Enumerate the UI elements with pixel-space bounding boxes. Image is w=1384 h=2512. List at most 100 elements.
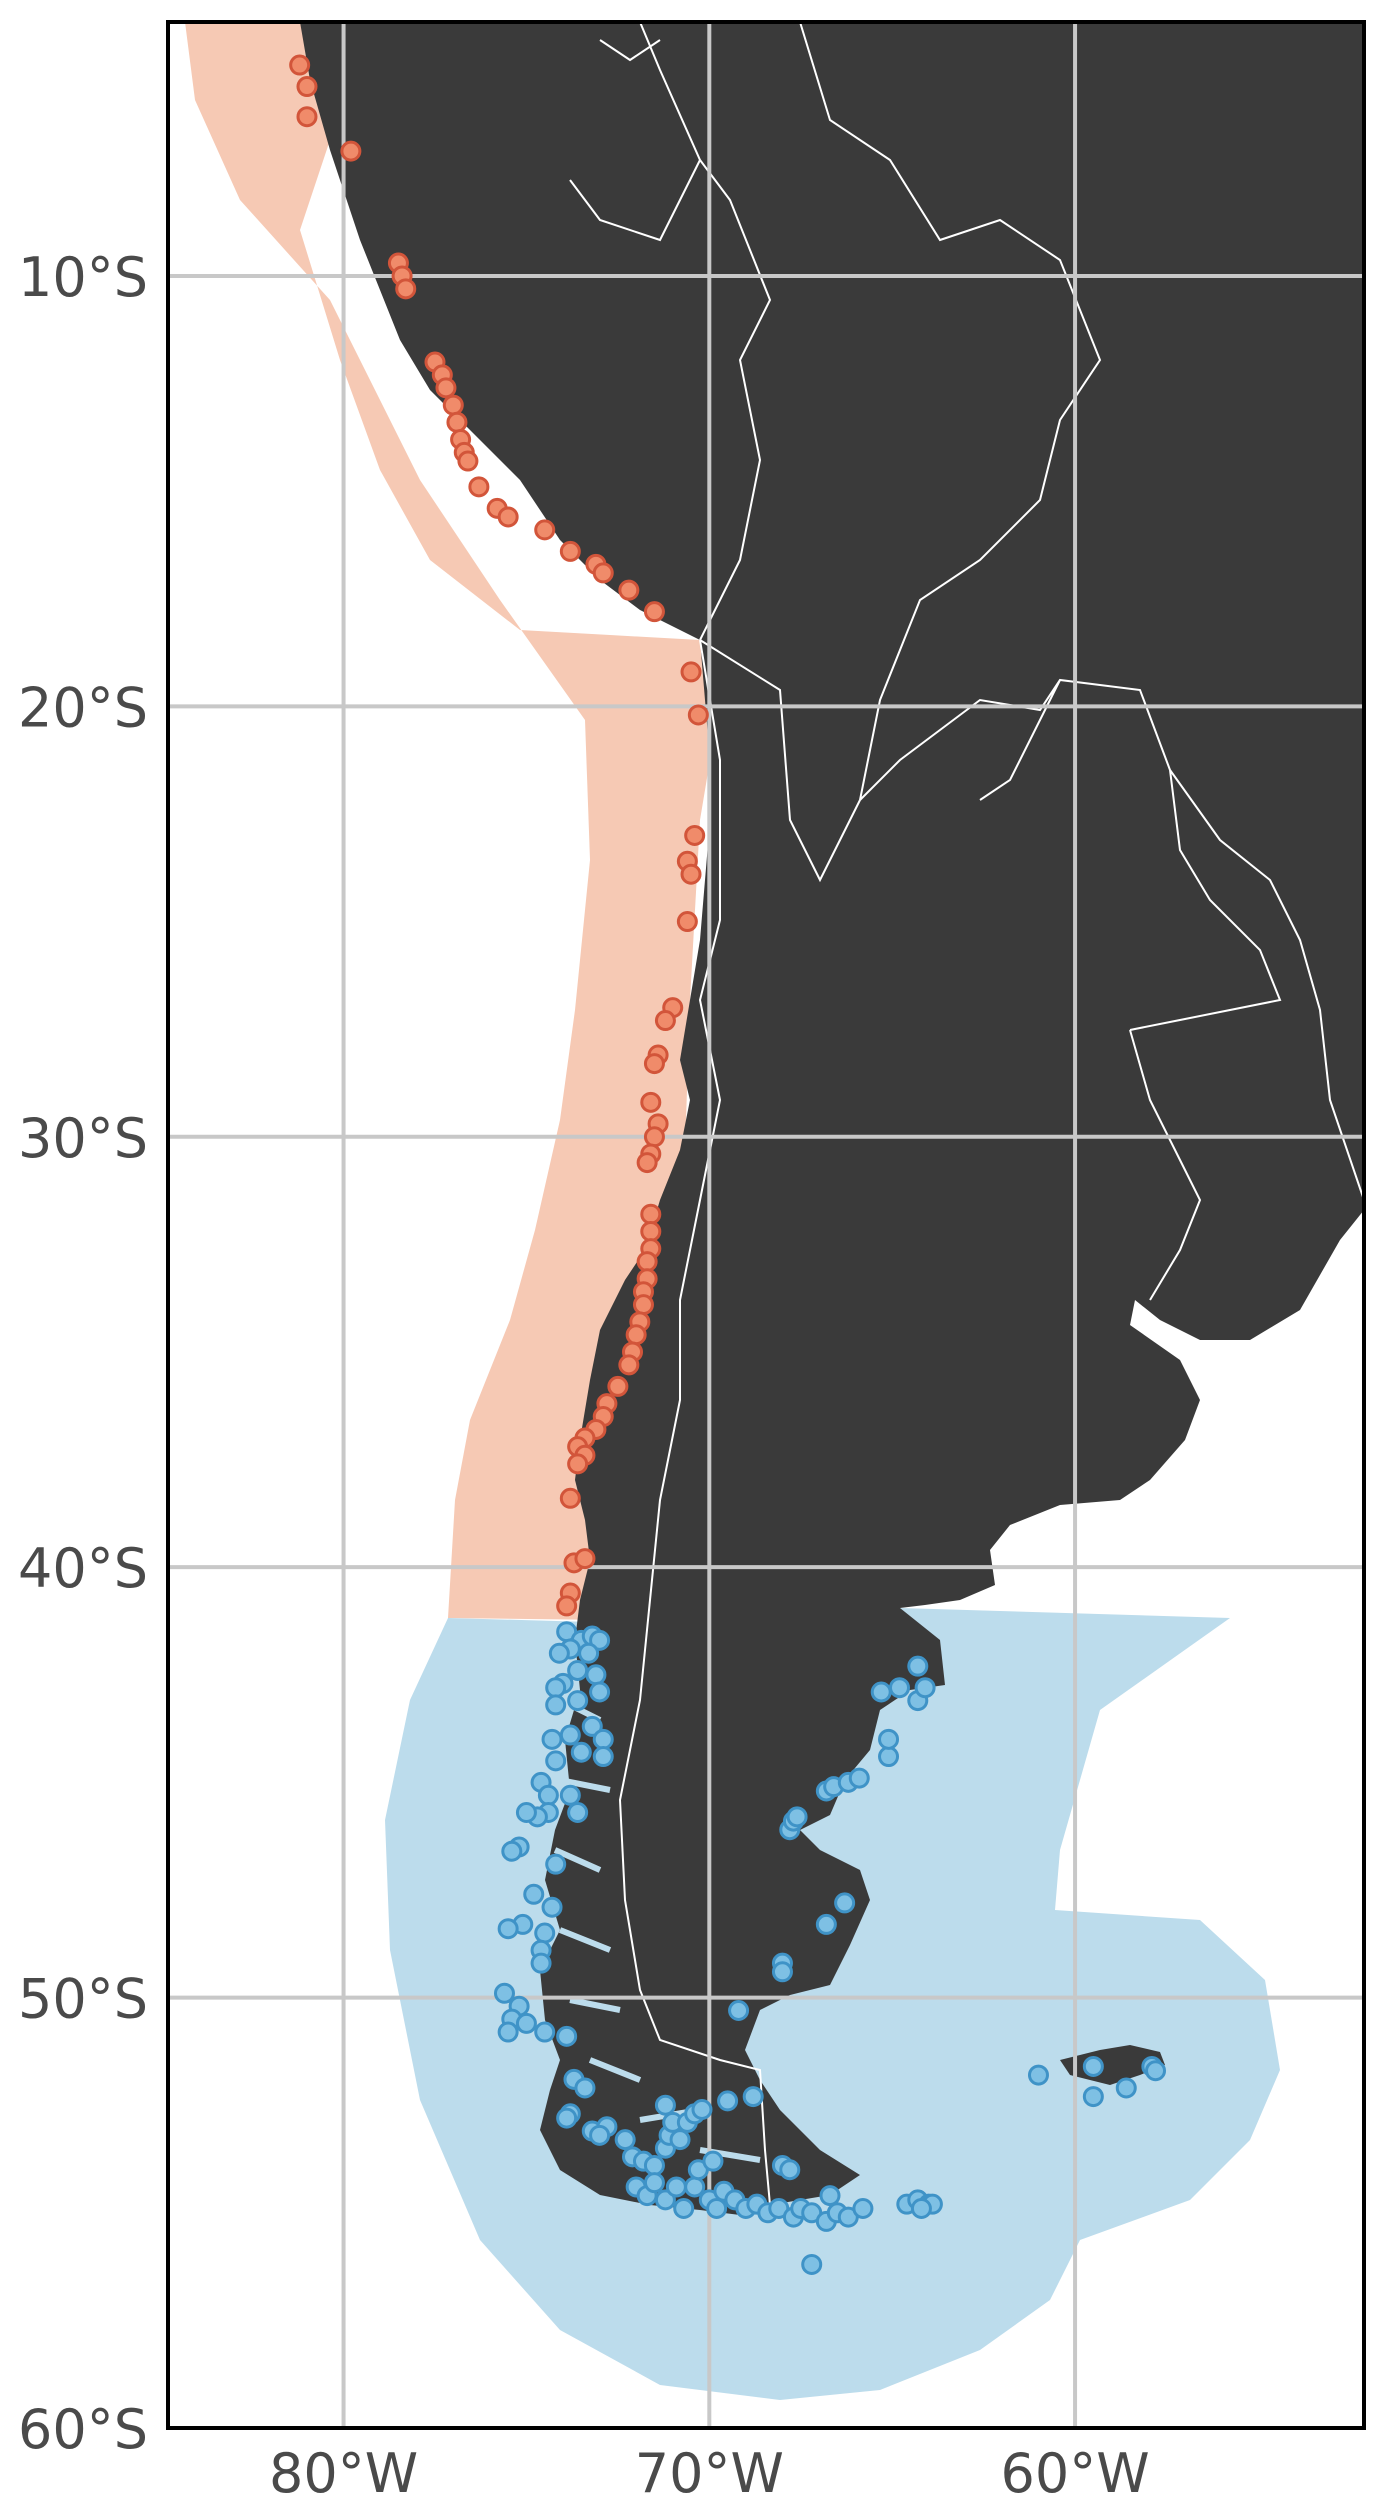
- north-site-point-22: [618, 579, 640, 601]
- x-tick-label-2: 60°W: [1001, 2442, 1150, 2505]
- x-tick-label-0: 80°W: [269, 2442, 418, 2505]
- country-borders: [569, 22, 1364, 2206]
- south-site-point-17: [592, 1728, 614, 1750]
- south-site-point-23: [559, 1784, 581, 1806]
- south-site-point-68: [643, 2172, 665, 2194]
- north-site-point-60: [574, 1548, 596, 1570]
- north-site-point-25: [687, 704, 709, 726]
- south-site-point-42: [497, 2021, 519, 2043]
- south-site-point-30: [545, 1853, 567, 1875]
- south-site-point-15: [541, 1728, 563, 1750]
- south-site-point-32: [541, 1896, 563, 1918]
- south-site-point-36: [530, 1952, 552, 1974]
- north-site-point-62: [556, 1595, 578, 1617]
- north-site-point-14: [457, 450, 479, 472]
- south-site-point-101: [786, 1806, 808, 1828]
- south-site-point-41: [515, 2012, 537, 2034]
- south-site-point-29: [501, 1840, 523, 1862]
- south-site-point-12: [545, 1694, 567, 1716]
- south-site-point-97: [815, 1913, 837, 1935]
- north-site-point-57: [567, 1453, 589, 1475]
- south-america-land: [300, 22, 1364, 2215]
- south-site-point-94: [728, 2000, 750, 2022]
- north-site-point-49: [618, 1354, 640, 1376]
- south-site-point-71: [673, 2197, 695, 2219]
- north-site-point-38: [636, 1152, 658, 1174]
- south-site-point-38: [493, 1982, 515, 2004]
- north-site-point-45: [632, 1294, 654, 1316]
- north-site-point-23: [643, 601, 665, 623]
- south-site-point-109: [907, 1655, 929, 1677]
- south-site-point-18: [592, 1746, 614, 1768]
- south-site-point-44: [556, 2025, 578, 2047]
- north-site-point-3: [340, 140, 362, 162]
- y-tick-label-3: 40°S: [18, 1537, 148, 1600]
- south-site-point-55: [643, 2154, 665, 2176]
- south-points-layer: [493, 1621, 1167, 2275]
- south-site-point-107: [878, 1728, 900, 1750]
- south-site-point-20: [545, 1750, 567, 1772]
- north-site-point-0: [289, 54, 311, 76]
- north-site-point-33: [643, 1053, 665, 1075]
- south-site-point-87: [819, 2185, 841, 2207]
- y-tick-label-1: 20°S: [18, 676, 148, 739]
- north-site-point-34: [640, 1091, 662, 1113]
- x-tick-label-1: 70°W: [635, 2442, 784, 2505]
- north-site-point-2: [296, 106, 318, 128]
- south-site-point-118: [1145, 2060, 1167, 2082]
- south-site-point-90: [702, 2150, 724, 2172]
- south-site-point-115: [1082, 2086, 1104, 2108]
- south-site-point-52: [614, 2129, 636, 2151]
- y-tick-label-5: 60°S: [18, 2398, 148, 2461]
- north-site-point-17: [497, 506, 519, 528]
- south-site-point-64: [717, 2090, 739, 2112]
- north-site-point-47: [625, 1324, 647, 1346]
- south-site-point-9: [585, 1664, 607, 1686]
- y-tick-label-2: 30°S: [18, 1107, 148, 1170]
- south-site-point-93: [801, 2253, 823, 2275]
- north-zone-area: [185, 22, 720, 1620]
- south-site-point-70: [665, 2176, 687, 2198]
- north-site-point-28: [680, 863, 702, 885]
- south-site-point-19: [570, 1741, 592, 1763]
- north-site-point-58: [559, 1487, 581, 1509]
- falkland-islands: [1060, 2045, 1165, 2085]
- south-site-point-11: [545, 1677, 567, 1699]
- north-site-point-6: [395, 278, 417, 300]
- north-site-point-15: [468, 476, 490, 498]
- south-site-point-112: [870, 1681, 892, 1703]
- south-site-point-13: [567, 1690, 589, 1712]
- south-site-point-113: [1027, 2064, 1049, 2086]
- south-site-point-7: [567, 1659, 589, 1681]
- south-site-point-65: [742, 2086, 764, 2108]
- north-site-point-42: [636, 1251, 658, 1273]
- north-site-point-40: [640, 1220, 662, 1242]
- north-site-point-19: [559, 540, 581, 562]
- north-site-point-1: [296, 76, 318, 98]
- y-tick-labels: 10°S 20°S 30°S 40°S 50°S 60°S: [18, 246, 148, 2461]
- south-site-point-60: [669, 2129, 691, 2151]
- south-site-point-10: [589, 1681, 611, 1703]
- south-site-point-43: [534, 2021, 556, 2043]
- south-site-point-105: [848, 1767, 870, 1789]
- x-tick-labels: 80°W 70°W 60°W: [269, 2442, 1150, 2505]
- south-site-point-108: [888, 1677, 910, 1699]
- y-tick-label-4: 50°S: [18, 1968, 148, 2031]
- north-site-point-18: [534, 519, 556, 541]
- south-site-point-59: [654, 2094, 676, 2116]
- south-site-point-72: [684, 2176, 706, 2198]
- south-site-point-26: [515, 1802, 537, 1824]
- south-site-point-14: [559, 1724, 581, 1746]
- south-site-point-48: [556, 2107, 578, 2129]
- south-site-point-6: [548, 1642, 570, 1664]
- south-site-point-3: [589, 1629, 611, 1651]
- south-site-point-123: [910, 2197, 932, 2219]
- south-site-point-92: [779, 2159, 801, 2181]
- south-site-point-27: [567, 1802, 589, 1824]
- south-site-point-88: [852, 2197, 874, 2219]
- south-site-point-4: [578, 1642, 600, 1664]
- south-site-point-74: [706, 2197, 728, 2219]
- north-site-point-31: [654, 1010, 676, 1032]
- y-tick-label-0: 10°S: [18, 246, 148, 309]
